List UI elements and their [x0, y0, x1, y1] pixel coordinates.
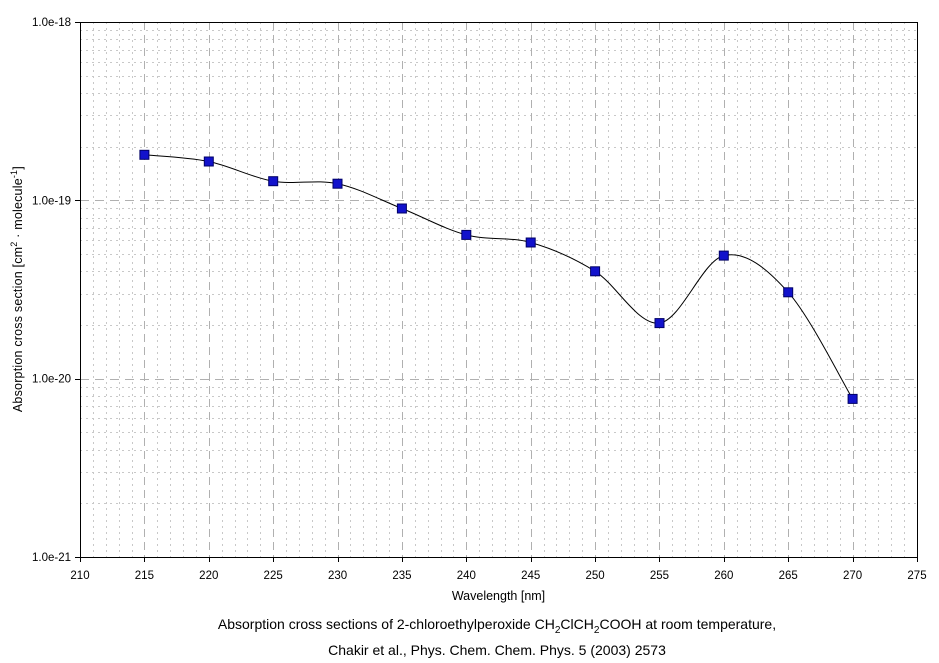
data-point-marker — [332, 178, 343, 189]
data-point-marker — [268, 176, 279, 187]
data-point-marker — [718, 250, 729, 261]
x-tick-label: 225 — [264, 570, 283, 582]
x-tick-label: 220 — [199, 570, 218, 582]
data-curve — [144, 154, 854, 400]
x-tick-label: 270 — [843, 570, 862, 582]
data-point-marker — [461, 229, 472, 240]
y-axis-title: Absorption cross section [cm2 · molecule… — [8, 166, 26, 413]
x-tick-label: 250 — [585, 570, 604, 582]
y-tick-label: 1.0e-19 — [32, 195, 71, 207]
x-tick-label: 265 — [779, 570, 798, 582]
data-point-marker — [783, 287, 794, 298]
x-tick-label: 240 — [457, 570, 476, 582]
caption-line-2: Chakir et al., Phys. Chem. Chem. Phys. 5… — [328, 642, 666, 658]
x-tick-label: 235 — [392, 570, 411, 582]
x-tick-label: 215 — [135, 570, 154, 582]
data-point-marker — [847, 393, 858, 404]
y-tick-label: 1.0e-20 — [32, 374, 71, 386]
data-point-marker — [590, 266, 601, 277]
y-tick-label: 1.0e-18 — [32, 17, 71, 29]
data-point-marker — [525, 237, 536, 248]
plot-frame — [80, 22, 918, 558]
data-point-marker — [139, 149, 150, 160]
y-axis-title-wrap: Absorption cross section [cm2 · molecule… — [2, 22, 32, 557]
x-tick-label: 230 — [328, 570, 347, 582]
data-point-marker — [654, 318, 665, 329]
data-point-marker — [396, 203, 407, 214]
x-tick-label: 245 — [521, 570, 540, 582]
x-tick-label: 260 — [714, 570, 733, 582]
y-tick-label: 1.0e-21 — [32, 552, 71, 564]
x-tick-label: 210 — [70, 570, 89, 582]
caption-line-1: Absorption cross sections of 2-chloroeth… — [217, 616, 777, 636]
data-point-marker — [203, 156, 214, 167]
x-tick-label: 275 — [907, 570, 926, 582]
x-axis-title: Wavelength [nm] — [451, 589, 546, 603]
x-tick-label: 255 — [650, 570, 669, 582]
